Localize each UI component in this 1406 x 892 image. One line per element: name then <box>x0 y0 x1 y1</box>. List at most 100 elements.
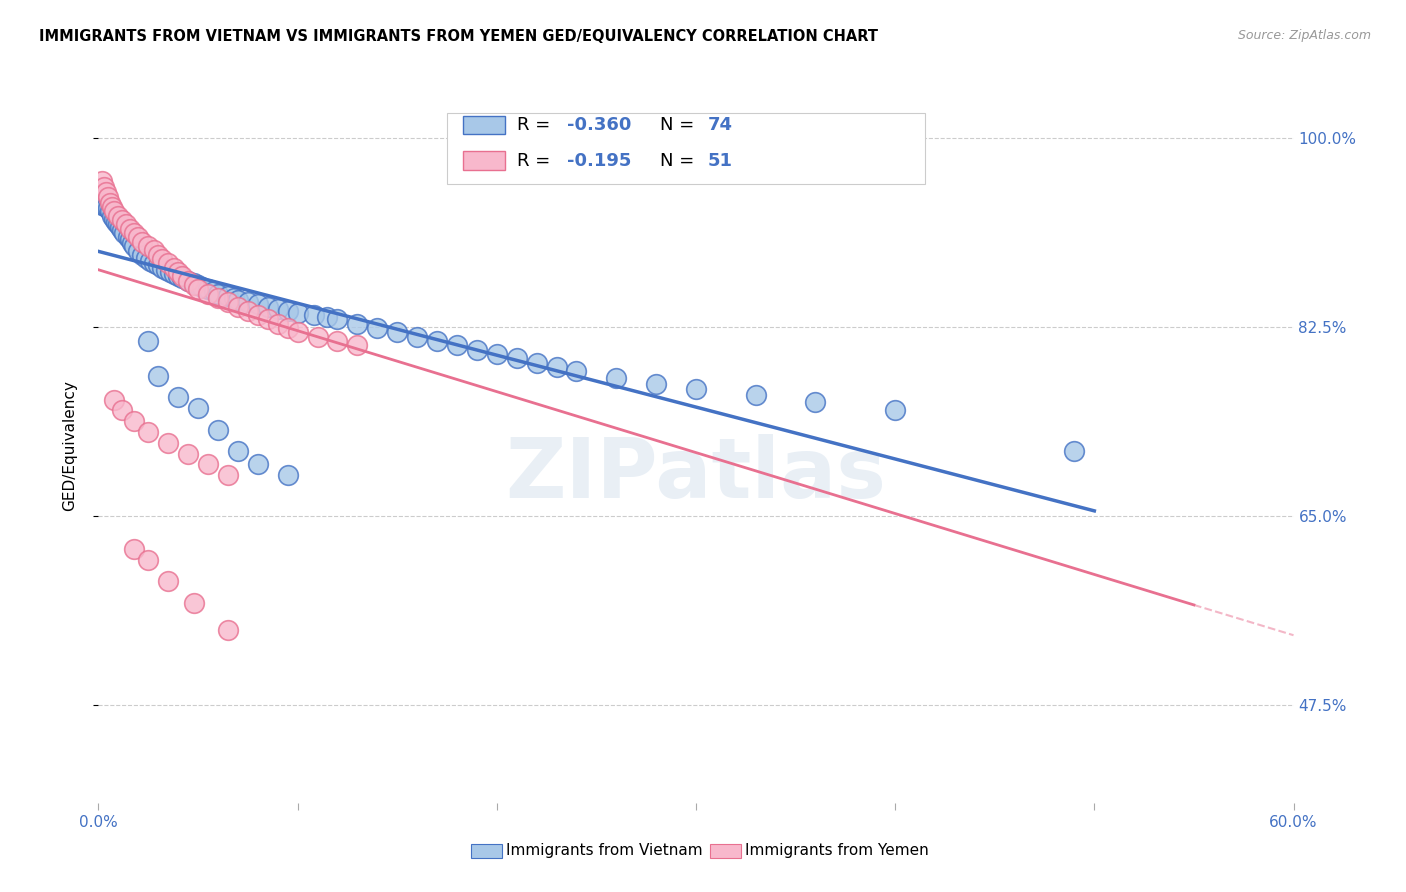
Point <box>148 368 170 383</box>
Point <box>187 282 209 296</box>
Point <box>159 265 181 279</box>
Point <box>110 219 132 234</box>
Point <box>326 312 349 326</box>
Point <box>426 334 449 348</box>
Point <box>226 444 249 458</box>
Point <box>155 262 177 277</box>
Point <box>267 317 290 331</box>
Point <box>191 280 214 294</box>
Point <box>685 382 707 396</box>
Point <box>197 286 219 301</box>
Point <box>277 303 299 318</box>
Point <box>97 201 120 215</box>
Point <box>217 295 239 310</box>
Point <box>143 256 166 270</box>
Point <box>111 213 134 227</box>
Point <box>115 218 138 232</box>
Point <box>120 232 142 246</box>
Point <box>267 301 290 316</box>
Text: -0.195: -0.195 <box>567 152 631 169</box>
Point <box>884 403 907 417</box>
Point <box>246 297 269 311</box>
Point <box>277 321 299 335</box>
Point <box>226 293 249 307</box>
Point <box>98 204 122 219</box>
Point <box>143 244 166 258</box>
Point <box>202 285 225 299</box>
Point <box>366 321 388 335</box>
Point <box>183 276 205 290</box>
Point <box>645 377 668 392</box>
Text: ZIPatlas: ZIPatlas <box>506 434 886 515</box>
Point <box>207 286 229 301</box>
Point <box>136 239 159 253</box>
Text: 74: 74 <box>709 116 733 134</box>
Point <box>346 338 368 352</box>
Point <box>163 260 186 275</box>
Text: 51: 51 <box>709 152 733 169</box>
Point <box>804 394 827 409</box>
Point <box>131 247 153 261</box>
FancyBboxPatch shape <box>447 112 925 184</box>
Point <box>446 338 468 352</box>
Point <box>287 326 309 340</box>
Point <box>277 468 299 483</box>
Point <box>91 174 114 188</box>
Point <box>135 251 157 265</box>
Point <box>316 310 339 325</box>
Point <box>101 209 124 223</box>
Text: N =: N = <box>661 116 700 134</box>
Point <box>605 371 627 385</box>
Point <box>112 226 135 240</box>
Point <box>105 215 128 229</box>
Point <box>96 185 118 199</box>
Point <box>187 401 209 416</box>
Point <box>127 230 149 244</box>
Point <box>124 226 146 240</box>
Point <box>385 326 409 340</box>
Point <box>172 269 194 284</box>
Point <box>187 277 209 292</box>
Point <box>177 274 200 288</box>
Point <box>136 334 159 348</box>
Point <box>207 291 229 305</box>
Point <box>236 295 259 310</box>
Point <box>346 317 368 331</box>
Point <box>111 403 134 417</box>
Point <box>157 256 180 270</box>
Point <box>326 334 349 348</box>
Point <box>167 265 190 279</box>
Point <box>157 574 180 589</box>
Point <box>226 300 249 314</box>
Point <box>465 343 488 357</box>
Point <box>172 271 194 285</box>
Point <box>183 277 205 292</box>
Point <box>177 274 200 288</box>
Point <box>131 235 153 249</box>
Point <box>148 247 170 261</box>
Point <box>256 300 278 314</box>
Text: Source: ZipAtlas.com: Source: ZipAtlas.com <box>1237 29 1371 42</box>
Point <box>124 414 146 428</box>
Point <box>150 260 173 275</box>
Point <box>127 244 149 259</box>
Point <box>546 360 568 375</box>
Text: N =: N = <box>661 152 700 169</box>
Point <box>197 458 219 472</box>
Point <box>111 223 134 237</box>
Point <box>207 423 229 437</box>
Point <box>307 330 329 344</box>
Point <box>103 204 125 219</box>
Point <box>121 235 143 250</box>
Point <box>97 190 120 204</box>
Point <box>98 195 122 210</box>
Text: R =: R = <box>517 152 555 169</box>
Point <box>163 267 186 281</box>
Point <box>107 218 129 232</box>
Point <box>150 252 173 266</box>
Point <box>246 458 269 472</box>
Point <box>256 312 278 326</box>
Point <box>136 425 159 439</box>
Point <box>101 200 124 214</box>
Point <box>177 446 200 460</box>
